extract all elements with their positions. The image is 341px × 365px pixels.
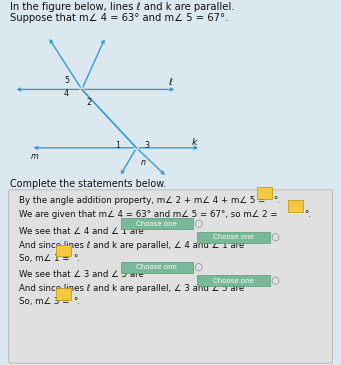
- Text: °.: °.: [73, 297, 80, 307]
- FancyBboxPatch shape: [257, 187, 272, 199]
- Text: And since lines ℓ and k are parallel, ∠ 3 and ∠ 5 are: And since lines ℓ and k are parallel, ∠ …: [19, 284, 244, 293]
- FancyBboxPatch shape: [121, 218, 193, 229]
- Text: n: n: [140, 158, 146, 167]
- Text: Choose one: Choose one: [136, 264, 177, 270]
- FancyBboxPatch shape: [121, 262, 193, 273]
- Text: So, m∠ 3 =: So, m∠ 3 =: [19, 297, 69, 307]
- FancyBboxPatch shape: [56, 245, 71, 256]
- Text: °.: °.: [73, 254, 80, 263]
- Text: Suppose that m∠ 4 = 63° and m∠ 5 = 67°.: Suppose that m∠ 4 = 63° and m∠ 5 = 67°.: [10, 13, 228, 23]
- Text: And since lines ℓ and k are parallel, ∠ 4 and ∠ 1 are: And since lines ℓ and k are parallel, ∠ …: [19, 241, 244, 250]
- Text: We see that ∠ 4 and ∠ 1 are: We see that ∠ 4 and ∠ 1 are: [19, 227, 144, 236]
- Text: 3: 3: [144, 142, 149, 150]
- FancyBboxPatch shape: [56, 288, 71, 300]
- Text: °.: °.: [305, 210, 312, 219]
- Text: Choose one: Choose one: [136, 221, 177, 227]
- Text: 5: 5: [64, 76, 69, 85]
- Text: 2: 2: [86, 98, 91, 107]
- Text: ℓ: ℓ: [168, 78, 173, 87]
- Text: 1: 1: [115, 142, 120, 150]
- Text: We are given that m∠ 4 = 63° and m∠ 5 = 67°, so m∠ 2 =: We are given that m∠ 4 = 63° and m∠ 5 = …: [19, 210, 277, 219]
- Text: k: k: [192, 138, 197, 147]
- Text: m: m: [30, 153, 38, 161]
- FancyBboxPatch shape: [197, 275, 270, 286]
- Text: By the angle addition property, m∠ 2 + m∠ 4 + m∠ 5 =: By the angle addition property, m∠ 2 + m…: [19, 196, 265, 205]
- Text: °.: °.: [273, 196, 281, 205]
- Text: In the figure below, lines ℓ and k are parallel.: In the figure below, lines ℓ and k are p…: [10, 2, 235, 12]
- FancyBboxPatch shape: [288, 200, 303, 212]
- Text: Complete the statements below.: Complete the statements below.: [10, 179, 166, 189]
- FancyBboxPatch shape: [197, 232, 270, 243]
- Text: 4: 4: [64, 89, 69, 97]
- Text: We see that ∠ 3 and ∠ 5 are: We see that ∠ 3 and ∠ 5 are: [19, 270, 144, 280]
- FancyBboxPatch shape: [9, 190, 332, 363]
- Text: Choose one: Choose one: [213, 278, 254, 284]
- Text: Choose one: Choose one: [213, 234, 254, 240]
- Text: So, m∠ 1 =: So, m∠ 1 =: [19, 254, 69, 263]
